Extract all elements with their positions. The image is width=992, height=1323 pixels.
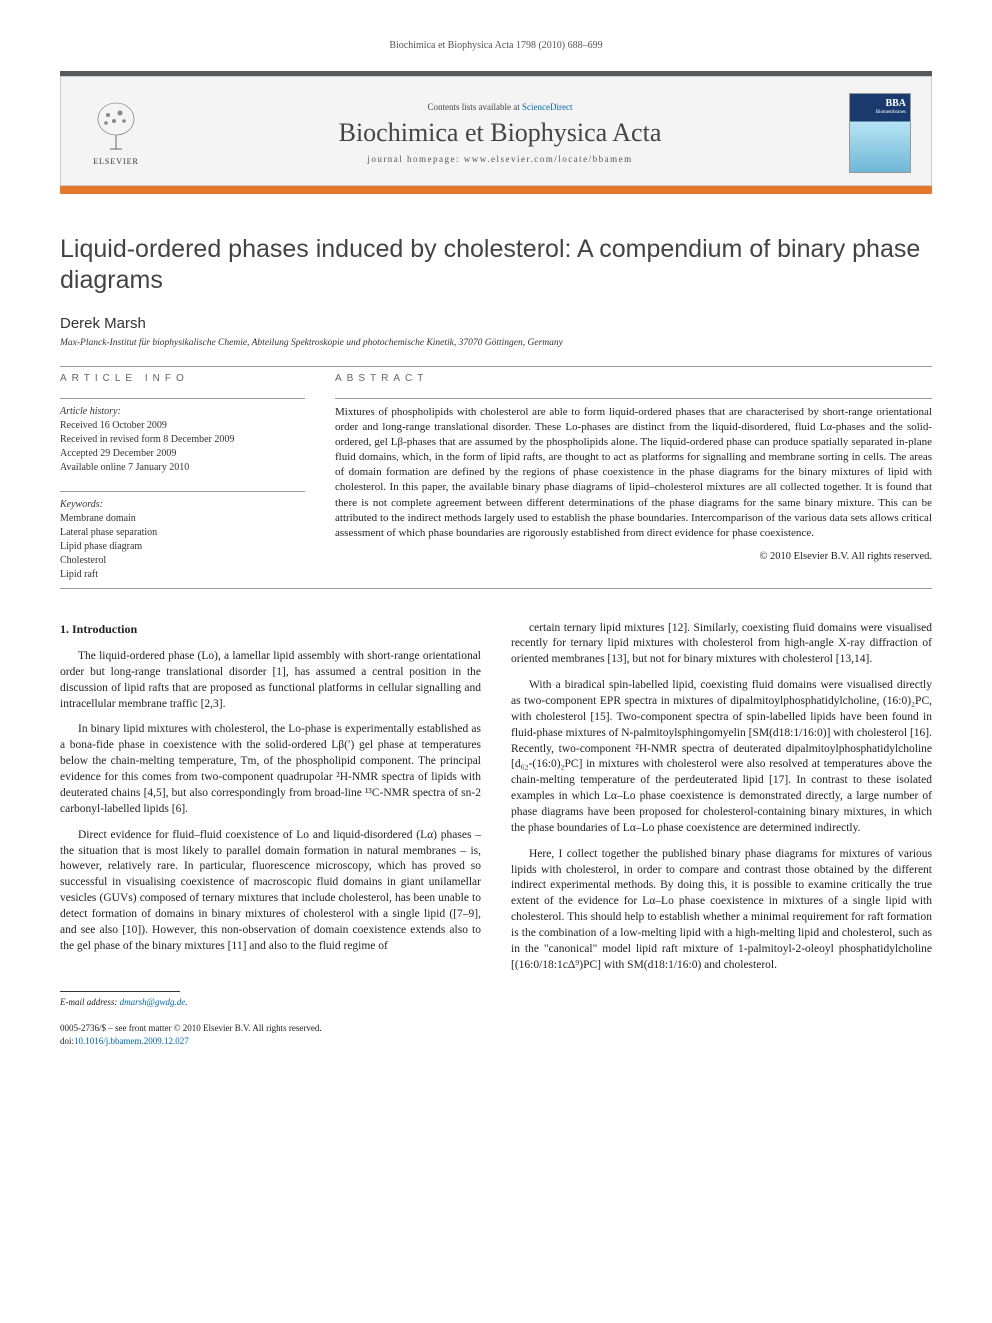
elsevier-tree-icon xyxy=(92,101,140,153)
author-email-link[interactable]: dmarsh@gwdg.de xyxy=(120,997,186,1007)
header-center: Contents lists available at ScienceDirec… xyxy=(151,102,849,164)
orange-bar-decoration xyxy=(60,186,932,194)
history-accepted: Accepted 29 December 2009 xyxy=(60,448,176,459)
divider xyxy=(335,398,932,399)
history-online: Available online 7 January 2010 xyxy=(60,462,189,473)
history-revised: Received in revised form 8 December 2009 xyxy=(60,434,234,445)
article-title: Liquid-ordered phases induced by cholest… xyxy=(60,234,932,297)
body-paragraph: certain ternary lipid mixtures [12]. Sim… xyxy=(511,621,932,669)
contents-prefix: Contents lists available at xyxy=(428,102,522,112)
history-heading: Article history: xyxy=(60,406,121,417)
journal-title: Biochimica et Biophysica Acta xyxy=(151,118,849,148)
right-column: certain ternary lipid mixtures [12]. Sim… xyxy=(511,621,932,1048)
doi-block: 0005-2736/$ – see front matter © 2010 El… xyxy=(60,1022,481,1047)
keyword: Membrane domain xyxy=(60,513,136,524)
keyword: Lipid phase diagram xyxy=(60,541,142,552)
keyword: Lipid raft xyxy=(60,569,98,580)
abstract-text: Mixtures of phospholipids with cholester… xyxy=(335,405,932,542)
copyright-line: © 2010 Elsevier B.V. All rights reserved… xyxy=(335,551,932,562)
body-paragraph: The liquid-ordered phase (Lo), a lamella… xyxy=(60,649,481,712)
keywords-block: Keywords: Membrane domain Lateral phase … xyxy=(60,498,305,582)
body-paragraph: Here, I collect together the published b… xyxy=(511,847,932,974)
keyword: Lateral phase separation xyxy=(60,527,157,538)
running-header: Biochimica et Biophysica Acta 1798 (2010… xyxy=(60,40,932,51)
author-name: Derek Marsh xyxy=(60,315,932,332)
publisher-name: ELSEVIER xyxy=(93,157,139,166)
divider xyxy=(60,366,932,367)
email-label: E-mail address: xyxy=(60,997,120,1007)
body-paragraph: Direct evidence for fluid–fluid coexiste… xyxy=(60,828,481,955)
journal-cover-thumb xyxy=(849,93,911,173)
footer-area: E-mail address: dmarsh@gwdg.de. 0005-273… xyxy=(60,991,481,1048)
doi-link[interactable]: 10.1016/j.bbamem.2009.12.027 xyxy=(74,1036,189,1046)
issn-line: 0005-2736/$ – see front matter © 2010 El… xyxy=(60,1023,322,1033)
abstract-label: ABSTRACT xyxy=(335,373,932,384)
section-heading: 1. Introduction xyxy=(60,621,481,638)
article-info-column: ARTICLE INFO Article history: Received 1… xyxy=(60,373,305,582)
footer-rule xyxy=(60,991,180,992)
sciencedirect-link[interactable]: ScienceDirect xyxy=(522,102,572,112)
contents-line: Contents lists available at ScienceDirec… xyxy=(151,102,849,112)
article-info-label: ARTICLE INFO xyxy=(60,373,305,384)
homepage-line: journal homepage: www.elsevier.com/locat… xyxy=(151,154,849,164)
homepage-prefix: journal homepage: xyxy=(367,154,463,164)
abstract-column: ABSTRACT Mixtures of phospholipids with … xyxy=(335,373,932,582)
email-line: E-mail address: dmarsh@gwdg.de. xyxy=(60,996,481,1009)
meta-abstract-row: ARTICLE INFO Article history: Received 1… xyxy=(60,373,932,582)
divider xyxy=(60,398,305,399)
left-column: 1. Introduction The liquid-ordered phase… xyxy=(60,621,481,1048)
article-history: Article history: Received 16 October 200… xyxy=(60,405,305,475)
keyword: Cholesterol xyxy=(60,555,106,566)
journal-header-box: ELSEVIER Contents lists available at Sci… xyxy=(60,76,932,186)
body-paragraph: With a biradical spin-labelled lipid, co… xyxy=(511,678,932,837)
homepage-url: www.elsevier.com/locate/bbamem xyxy=(464,154,633,164)
keywords-heading: Keywords: xyxy=(60,499,103,510)
divider xyxy=(60,491,305,492)
author-affiliation: Max-Planck-Institut für biophysikalische… xyxy=(60,338,932,348)
divider xyxy=(60,588,932,589)
doi-prefix: doi: xyxy=(60,1036,74,1046)
body-columns: 1. Introduction The liquid-ordered phase… xyxy=(60,621,932,1048)
publisher-logo: ELSEVIER xyxy=(81,93,151,173)
body-paragraph: In binary lipid mixtures with cholestero… xyxy=(60,722,481,817)
history-received: Received 16 October 2009 xyxy=(60,420,167,431)
